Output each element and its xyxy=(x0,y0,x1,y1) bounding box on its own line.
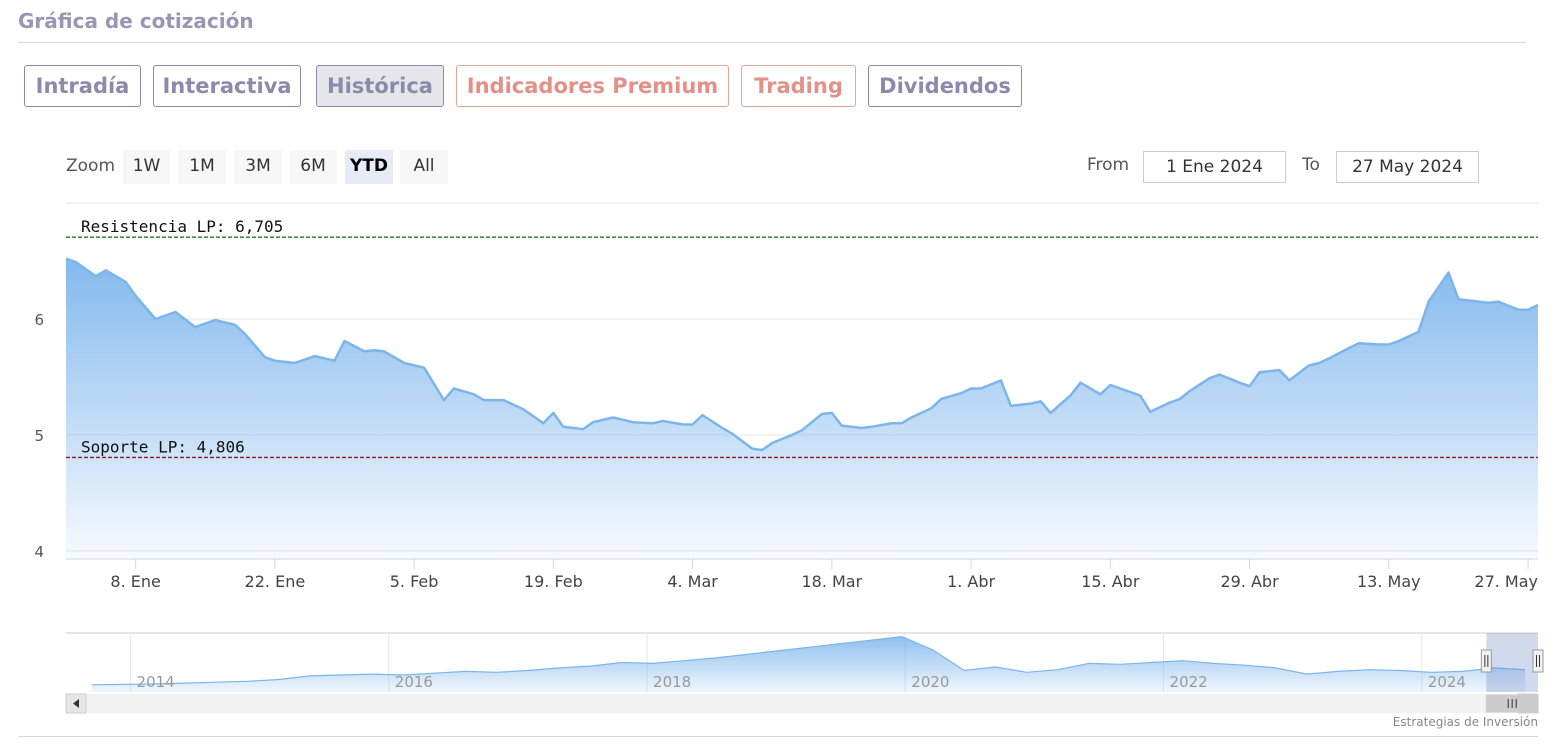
bottom-divider xyxy=(18,736,1538,737)
x-tick-label: 27. May xyxy=(1474,572,1538,591)
navigator-mask xyxy=(1486,633,1538,692)
price-area xyxy=(66,258,1538,559)
support-label: Soporte LP: 4,806 xyxy=(81,437,245,456)
x-tick-label: 13. May xyxy=(1357,572,1421,591)
tab-indicadores-premium[interactable]: Indicadores Premium xyxy=(456,65,729,107)
zoom-ytd-button[interactable]: YTD xyxy=(345,150,393,184)
zoom-3m-button[interactable]: 3M xyxy=(234,150,282,184)
navigator-line xyxy=(91,635,1526,686)
y-tick-label: 6 xyxy=(34,311,44,329)
x-tick-label: 19. Feb xyxy=(524,572,583,591)
x-tick-label: 4. Mar xyxy=(667,572,718,591)
x-tick-label: 8. Ene xyxy=(110,572,160,591)
x-tick-label: 15. Abr xyxy=(1081,572,1140,591)
navigator-tick-label: 2016 xyxy=(395,673,433,691)
x-tick-label: 18. Mar xyxy=(801,572,862,591)
navigator-tick-label: 2018 xyxy=(653,673,691,691)
navigator-tick-label: 2020 xyxy=(911,673,949,691)
x-tick-label: 1. Abr xyxy=(947,572,995,591)
navigator-tick-label: 2014 xyxy=(137,673,175,691)
range-from-label: From xyxy=(1087,155,1130,175)
zoom-6m-button[interactable]: 6M xyxy=(289,150,337,184)
navigator-tick-label: 2022 xyxy=(1170,673,1208,691)
x-tick-label: 5. Feb xyxy=(390,572,439,591)
navigator-right-handle[interactable] xyxy=(1532,649,1544,673)
range-to-input[interactable]: 27 May 2024 xyxy=(1336,151,1479,183)
range-from-input[interactable]: 1 Ene 2024 xyxy=(1143,151,1286,183)
tab-intradia[interactable]: Intradía xyxy=(24,65,141,107)
price-line xyxy=(65,257,1539,452)
y-tick-label: 4 xyxy=(34,543,44,561)
tab-interactiva[interactable]: Interactiva xyxy=(153,65,301,107)
y-tick-label: 5 xyxy=(34,427,44,445)
handle-body xyxy=(1532,649,1544,673)
scrollbar[interactable] xyxy=(65,693,1539,714)
navigator-area xyxy=(91,636,1526,692)
tab-trading[interactable]: Trading xyxy=(741,65,856,107)
x-tick-label: 22. Ene xyxy=(245,572,306,591)
title-divider xyxy=(18,42,1526,43)
zoom-1w-button[interactable]: 1W xyxy=(123,150,170,184)
tab-dividendos[interactable]: Dividendos xyxy=(868,65,1022,107)
navigator-tick-label: 2024 xyxy=(1428,673,1466,691)
zoom-all-button[interactable]: All xyxy=(400,150,448,184)
range-to-label: To xyxy=(1302,155,1320,175)
zoom-label: Zoom xyxy=(66,156,116,176)
handle-body xyxy=(1480,649,1492,673)
navigator-left-handle[interactable] xyxy=(1480,649,1492,673)
resistance-label: Resistencia LP: 6,705 xyxy=(81,217,283,236)
x-tick-label: 29. Abr xyxy=(1220,572,1279,591)
arrow-left-icon xyxy=(73,699,79,708)
tab-historica[interactable]: Histórica xyxy=(316,65,444,107)
chart-credit: Estrategias de Inversión xyxy=(1392,715,1538,729)
scrollbar-track xyxy=(66,694,1538,713)
zoom-1m-button[interactable]: 1M xyxy=(178,150,226,184)
page-title: Gráfica de cotización xyxy=(18,9,254,33)
